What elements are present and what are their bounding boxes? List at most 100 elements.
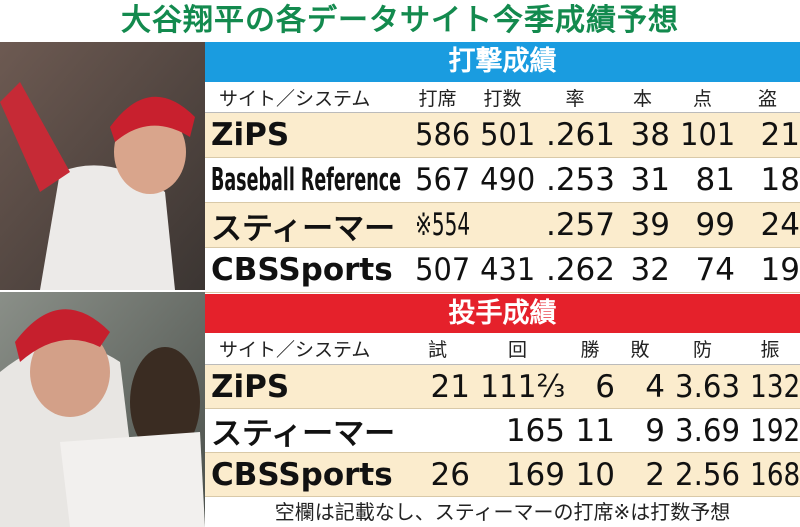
stat-value: 168: [740, 453, 800, 496]
column-header: 点: [670, 82, 735, 112]
stat-value-text: 19: [760, 252, 800, 288]
stat-value-text: 31: [630, 162, 670, 198]
stat-value-text: .253: [545, 162, 615, 198]
stat-value: 6: [565, 365, 619, 408]
footnote: 空欄は記載なし、スティーマーの打席※は打数予想: [274, 500, 731, 524]
stat-value: 18: [735, 158, 800, 202]
stat-value: 4: [615, 365, 669, 408]
stat-value: .262: [535, 248, 619, 292]
stat-value: 21: [405, 365, 474, 408]
stat-value-text: .257: [545, 207, 615, 243]
column-header-text: 回: [507, 339, 527, 361]
stat-value-text: 3.69: [675, 412, 740, 449]
stat-value: 567: [405, 158, 474, 202]
column-header: 回: [470, 333, 565, 364]
stat-value-text: 4: [645, 368, 665, 405]
stat-value-text: 507: [415, 252, 470, 288]
column-header-text: 試: [427, 339, 447, 361]
column-header-text: 敗: [630, 339, 650, 361]
stat-value: 3.69: [665, 409, 744, 452]
stat-value: 9: [615, 409, 669, 452]
stat-value-text: 169: [505, 456, 565, 493]
site-name: スティーマー: [205, 203, 411, 247]
site-name: Baseball Reference: [205, 158, 411, 202]
stat-value-text: .261: [545, 117, 615, 153]
site-name: ZiPS: [205, 365, 411, 408]
stat-value-text: 490: [480, 162, 535, 198]
stat-value-text: 6: [595, 368, 615, 405]
stat-value: 101: [670, 113, 739, 157]
stat-value: 192: [740, 409, 800, 452]
column-header-row: サイト／システム 試 回 勝 敗 防 振: [205, 333, 800, 365]
stat-value-text: 21: [430, 368, 470, 405]
site-name-text: スティーマー: [211, 416, 396, 452]
stat-value-text: 165: [505, 412, 565, 449]
stat-value-text: 132: [750, 368, 800, 405]
column-header-text: 勝: [580, 339, 600, 361]
site-name-text: CBSSports: [211, 456, 393, 493]
column-header-text: 打数: [483, 87, 522, 110]
site-name-text: スティーマー: [211, 210, 396, 247]
table-row: CBSSports 507 431 .262 32 74 19: [205, 248, 800, 293]
table-row: ZiPS 586 501 .261 38 101 21: [205, 113, 800, 158]
stat-value: 111⅔: [470, 365, 569, 408]
site-name: ZiPS: [205, 113, 411, 157]
stat-value-text: 38: [630, 117, 670, 153]
column-header: 試: [405, 333, 470, 364]
column-header-text: サイト／システム: [219, 339, 371, 361]
stat-value: .257: [535, 203, 619, 247]
column-header: 打数: [470, 82, 535, 112]
stat-value: 2.56: [665, 453, 744, 496]
table-row: CBSSports 26 169 10 2 2.56 168: [205, 453, 800, 497]
section-header: 打撃成績: [205, 42, 800, 82]
stat-value: 490: [470, 158, 539, 202]
stat-value-text: 10: [575, 456, 615, 493]
site-name: CBSSports: [205, 453, 411, 496]
section-header: 投手成績: [205, 294, 800, 333]
stat-value: 74: [670, 248, 739, 292]
column-header: 勝: [565, 333, 615, 364]
stat-value: 431: [470, 248, 539, 292]
column-header: サイト／システム: [205, 82, 419, 112]
stat-value-text: 11: [575, 412, 615, 449]
stat-value: 31: [615, 158, 674, 202]
site-name-text: ZiPS: [211, 117, 290, 153]
stat-value-text: 111⅔: [480, 368, 565, 405]
stat-value: ※554: [405, 203, 474, 247]
stat-value-text: ※554: [415, 207, 470, 243]
stat-value-text: 26: [430, 456, 470, 493]
stat-value-text: 81: [695, 162, 735, 198]
column-header-text: 率: [565, 87, 585, 110]
stat-value: 11: [565, 409, 619, 452]
stat-value: 132: [740, 365, 800, 408]
table-row: ZiPS 21 111⅔ 6 4 3.63 132: [205, 365, 800, 409]
stat-value: 501: [470, 113, 539, 157]
stat-value-text: 567: [415, 162, 470, 198]
stat-value: 3.63: [665, 365, 744, 408]
column-header: 盗: [735, 82, 800, 112]
column-header: 振: [740, 333, 800, 364]
stat-value-text: 21: [760, 117, 800, 153]
stat-value: 26: [405, 453, 474, 496]
stat-value-text: 192: [750, 412, 800, 449]
stat-value-text: 2: [645, 456, 665, 493]
site-name: CBSSports: [205, 248, 411, 292]
stat-value: 24: [735, 203, 800, 247]
stat-value-text: 24: [760, 207, 800, 243]
stat-value-text: 586: [415, 117, 470, 153]
stat-value-text: .262: [545, 252, 615, 288]
stat-value-text: 168: [750, 456, 800, 493]
stat-value: .261: [535, 113, 619, 157]
title: 大谷翔平の各データサイト今季成績予想: [121, 3, 679, 38]
column-header-row: サイト／システム 打席 打数 率 本 点 盗: [205, 82, 800, 113]
stat-value-text: 32: [630, 252, 670, 288]
stat-value-text: 18: [760, 162, 800, 198]
site-name: スティーマー: [205, 409, 411, 452]
table-row: スティーマー ※554 .257 39 99 24: [205, 203, 800, 248]
stat-value: 38: [615, 113, 674, 157]
column-header-text: サイト／システム: [219, 87, 371, 110]
stat-value-text: 101: [680, 117, 735, 153]
stat-value: 586: [405, 113, 474, 157]
table-row: スティーマー 165 11 9 3.69 192: [205, 409, 800, 453]
